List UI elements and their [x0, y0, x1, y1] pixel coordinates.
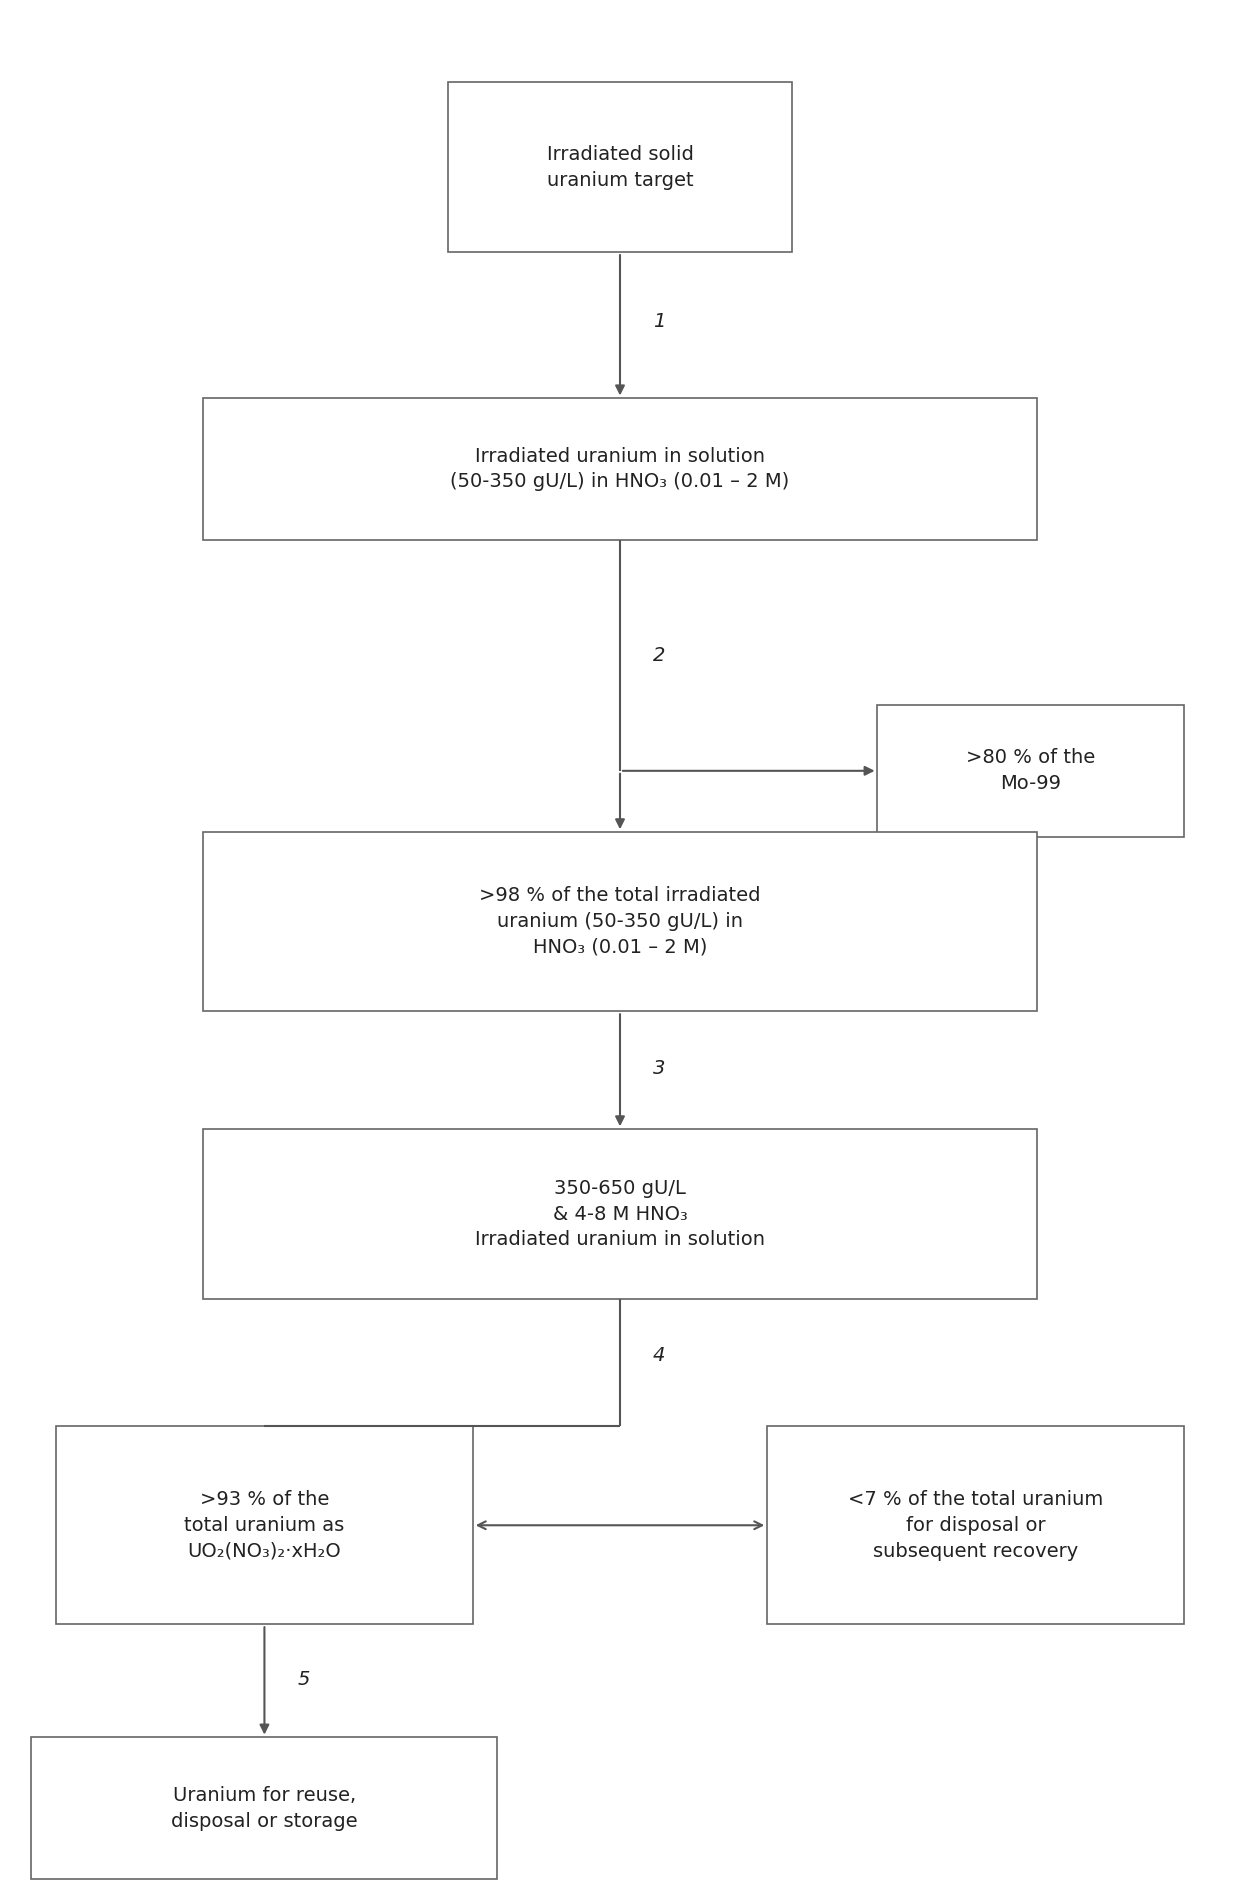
Text: >93 % of the
total uranium as
UO₂(NO₃)₂·xH₂O: >93 % of the total uranium as UO₂(NO₃)₂·…	[185, 1490, 345, 1560]
Text: 2: 2	[653, 646, 666, 665]
FancyBboxPatch shape	[768, 1427, 1184, 1624]
Text: Irradiated uranium in solution
(50-350 gU/L) in HNO₃ (0.01 – 2 M): Irradiated uranium in solution (50-350 g…	[450, 446, 790, 492]
FancyBboxPatch shape	[203, 399, 1037, 540]
Text: 3: 3	[653, 1060, 666, 1079]
FancyBboxPatch shape	[203, 1129, 1037, 1300]
Text: 4: 4	[653, 1345, 666, 1364]
Text: 5: 5	[298, 1670, 310, 1689]
FancyBboxPatch shape	[878, 705, 1184, 836]
FancyBboxPatch shape	[31, 1737, 497, 1879]
Text: >80 % of the
Mo-99: >80 % of the Mo-99	[966, 749, 1095, 792]
Text: 350-650 gU/L
& 4-8 M HNO₃
Irradiated uranium in solution: 350-650 gU/L & 4-8 M HNO₃ Irradiated ura…	[475, 1178, 765, 1250]
FancyBboxPatch shape	[203, 832, 1037, 1011]
Text: <7 % of the total uranium
for disposal or
subsequent recovery: <7 % of the total uranium for disposal o…	[848, 1490, 1104, 1560]
FancyBboxPatch shape	[449, 82, 791, 253]
Text: Uranium for reuse,
disposal or storage: Uranium for reuse, disposal or storage	[171, 1786, 358, 1830]
Text: >98 % of the total irradiated
uranium (50-350 gU/L) in
HNO₃ (0.01 – 2 M): >98 % of the total irradiated uranium (5…	[479, 887, 761, 958]
Text: Irradiated solid
uranium target: Irradiated solid uranium target	[547, 144, 693, 190]
FancyBboxPatch shape	[56, 1427, 472, 1624]
Text: 1: 1	[653, 312, 666, 331]
